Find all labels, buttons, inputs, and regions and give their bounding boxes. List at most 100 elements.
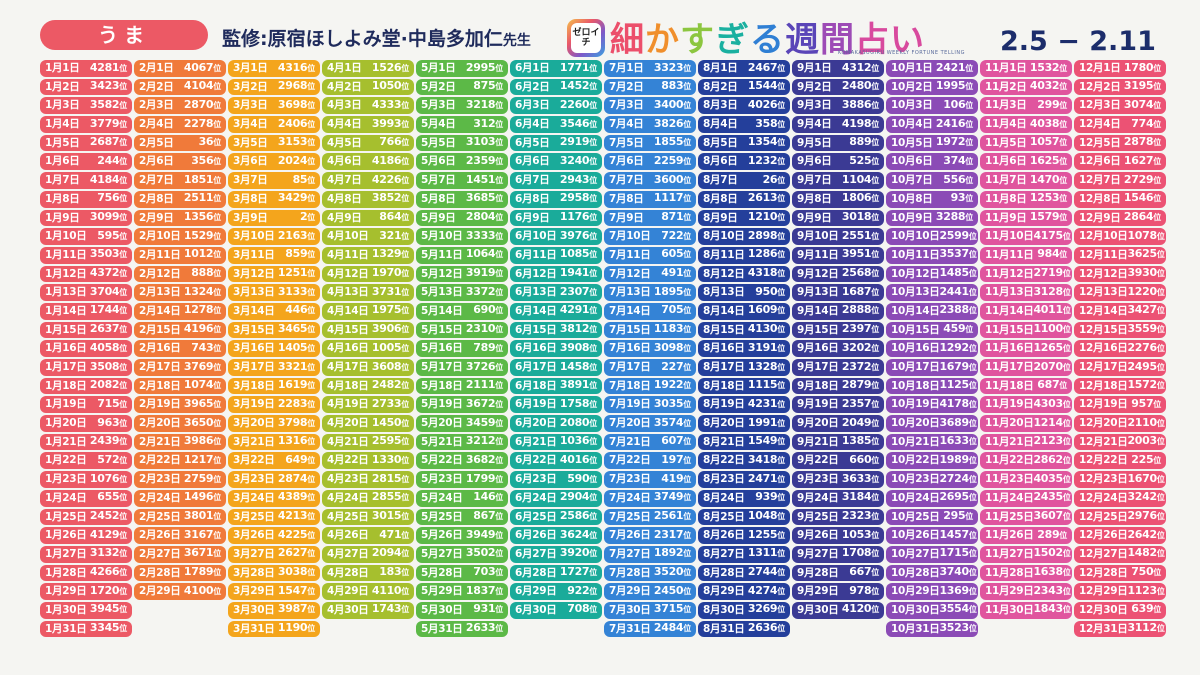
birthday-rank-cell: 2月28日 1789位 [134, 564, 226, 582]
birthday-date: 1月27日 [45, 547, 87, 560]
rank-number: 2862 [1033, 452, 1063, 466]
rank-number: 3582 [89, 97, 120, 111]
rank-unit: 位 [589, 82, 597, 92]
birthday-rank-cell: 5月7日 1451位 [416, 172, 508, 189]
birthday-date: 3月11日 [233, 248, 275, 261]
birthday-date: 12月7日 [1079, 174, 1121, 187]
rank-value: 1972位 [936, 134, 973, 152]
rank-number: 3520 [653, 565, 684, 579]
rank-unit: 位 [213, 306, 221, 316]
rank-number: 4198 [841, 116, 872, 130]
birthday-date: 7月20日 [609, 417, 651, 430]
rank-value: 1036位 [560, 433, 597, 451]
rank-unit: 位 [1059, 100, 1067, 110]
birthday-date: 9月10日 [797, 230, 839, 243]
birthday-date: 12月29日 [1079, 585, 1128, 598]
rank-unit: 位 [401, 530, 409, 540]
birthday-date: 2月19日 [139, 398, 181, 411]
birthday-date: 10月8日 [891, 192, 933, 205]
rank-value: 446位 [285, 302, 315, 320]
rank-unit: 位 [307, 156, 315, 166]
birthday-rank-cell: 10月6日 374位 [886, 153, 978, 171]
birthday-date: 5月16日 [421, 342, 463, 355]
birthday-date: 4月15日 [327, 323, 369, 336]
birthday-rank-cell: 4月9日 864位 [322, 209, 414, 227]
rank-value: 1496位 [184, 489, 221, 507]
birthday-rank-cell: 10月15日 459位 [886, 321, 978, 339]
birthday-rank-cell: 1月21日 2439位 [40, 433, 132, 451]
birthday-rank-cell: 12月6日 1627位 [1074, 153, 1166, 171]
rank-value: 3184位 [842, 489, 879, 507]
birthday-rank-cell: 6月9日 1176位 [510, 209, 602, 227]
rank-value: 3074位 [1124, 97, 1161, 115]
rank-unit: 位 [777, 605, 785, 615]
rank-number: 2759 [183, 471, 214, 485]
rank-value: 2388位 [939, 302, 976, 320]
rank-unit: 位 [401, 325, 409, 335]
rank-value: 867位 [473, 508, 503, 526]
rank-value: 1048位 [748, 508, 785, 526]
rank-unit: 位 [1062, 269, 1071, 279]
rank-unit: 位 [589, 213, 597, 222]
rank-unit: 位 [871, 530, 879, 540]
rank-number: 2416 [935, 116, 966, 130]
rank-value: 4372位 [90, 265, 127, 283]
birthday-rank-cell: 8月16日 3191位 [698, 340, 790, 357]
rank-number: 2080 [559, 415, 590, 429]
rank-value: 1572位 [1127, 377, 1164, 395]
birthday-rank-cell: 12月31日 3112位 [1074, 620, 1166, 638]
rank-number: 1048 [747, 509, 778, 522]
rank-value: 2695位 [939, 489, 976, 507]
rank-number: 1806 [841, 191, 872, 205]
birthday-date: 12月24日 [1079, 491, 1128, 504]
rank-value: 871位 [661, 209, 691, 227]
birthday-rank-cell: 8月9日 1210位 [698, 209, 790, 227]
rank-number: 3269 [747, 602, 778, 616]
birthday-date: 5月14日 [421, 304, 463, 317]
rank-number: 4266 [89, 565, 120, 579]
rank-value: 2511位 [184, 190, 221, 208]
rank-number: 2958 [559, 191, 590, 205]
rank-number: 4100 [183, 583, 214, 597]
rank-unit: 位 [871, 213, 879, 222]
birthday-date: 11月1日 [985, 62, 1027, 74]
rank-number: 2724 [939, 471, 969, 485]
birthday-date: 9月24日 [797, 491, 839, 504]
rank-unit: 位 [1156, 493, 1165, 503]
birthday-date: 8月4日 [703, 118, 738, 131]
rank-unit: 位 [968, 381, 977, 391]
rank-value: 950位 [755, 284, 785, 302]
rank-number: 4281 [89, 60, 120, 74]
birthday-date: 9月28日 [797, 566, 839, 579]
rank-unit: 位 [401, 586, 409, 596]
birthday-date: 4月14日 [327, 304, 369, 317]
birthday-date: 7月28日 [609, 566, 651, 579]
rank-value: 1078位 [1127, 228, 1164, 246]
birthday-date: 1月17日 [45, 361, 87, 373]
rank-value: 3685位 [466, 190, 503, 208]
rank-number: 289 [1037, 527, 1060, 541]
birthday-date: 8月8日 [703, 192, 738, 205]
rank-value: 374位 [943, 153, 973, 171]
rank-value: 2637位 [90, 321, 127, 339]
birthday-rank-cell: 12月19日 957位 [1074, 396, 1166, 414]
rank-number: 1625 [1029, 153, 1060, 167]
birthday-date: 7月15日 [609, 323, 651, 336]
rank-value: 85位 [293, 172, 316, 190]
rank-value: 3195位 [1124, 78, 1161, 96]
rank-unit: 位 [1156, 586, 1165, 596]
birthday-date: 12月20日 [1079, 417, 1128, 430]
rank-number: 2310 [465, 322, 496, 336]
rank-unit: 位 [683, 362, 691, 372]
rank-unit: 位 [1062, 362, 1071, 372]
rank-number: 2049 [841, 415, 872, 429]
rank-value: 3520位 [654, 564, 691, 582]
rank-value: 2450位 [654, 583, 691, 601]
rank-value: 2874位 [278, 471, 315, 489]
rank-number: 1895 [653, 284, 684, 298]
birthday-date: 8月7日 [703, 174, 738, 187]
rank-value: 3321位 [278, 359, 315, 377]
rank-unit: 位 [871, 119, 879, 129]
birthday-rank-cell: 11月28日 1638位 [980, 564, 1072, 582]
rank-value: 106位 [943, 97, 973, 115]
